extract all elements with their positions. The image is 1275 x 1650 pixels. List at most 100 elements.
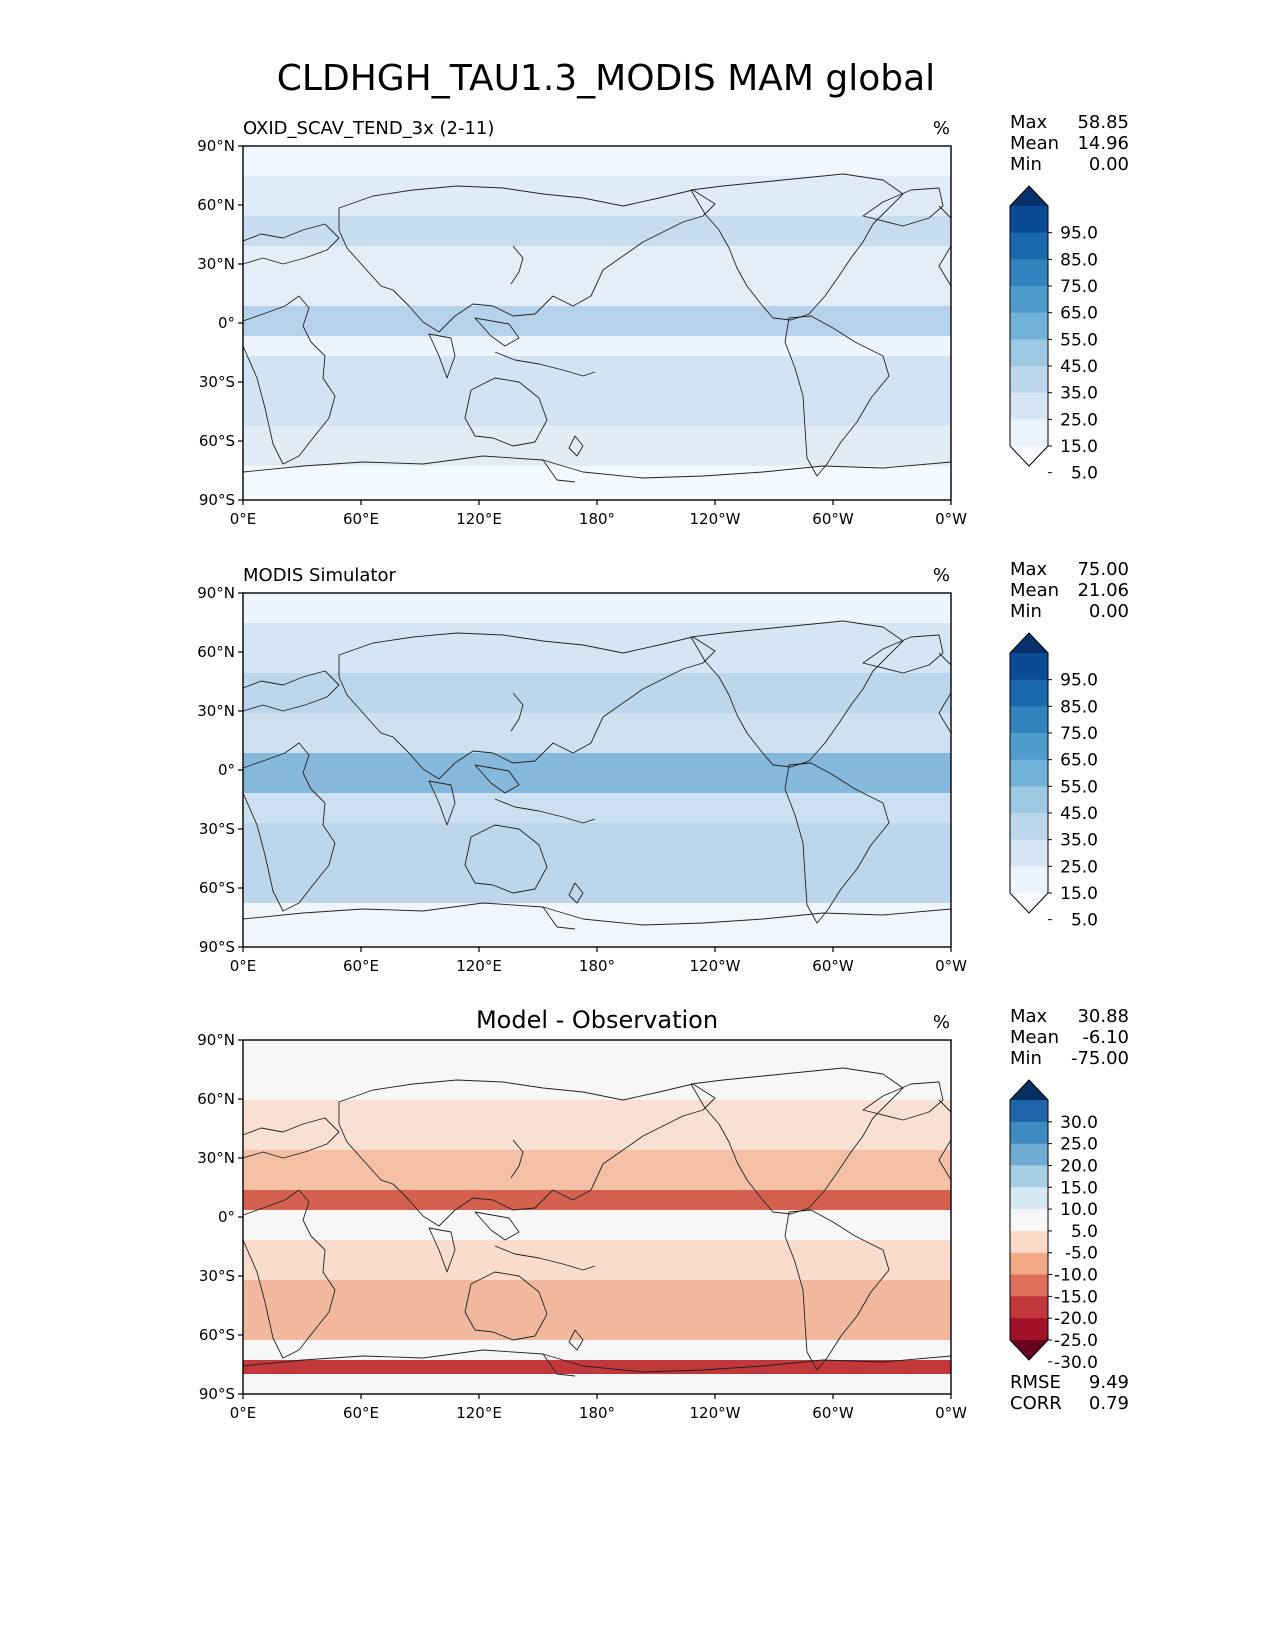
footer-stat-value: 0.79 — [1089, 1393, 1129, 1414]
lon-tick-label: 60°E — [343, 1404, 379, 1422]
stat-label: Min — [1010, 1048, 1042, 1069]
field-diff — [243, 1040, 951, 1394]
field-band — [243, 1150, 951, 1190]
colorbar-label: 95.0 — [1060, 671, 1098, 691]
stat-label: Max — [1010, 559, 1048, 580]
colorbar-label: -25.0 — [1054, 1331, 1098, 1351]
field-ref — [243, 593, 951, 947]
stat-label: Max — [1010, 1006, 1048, 1027]
lat-tick-label: 90°S — [199, 938, 235, 956]
lat-tick-label: 90°S — [199, 1385, 235, 1403]
colorbar-label: 45.0 — [1060, 804, 1098, 824]
colorbar-label: 85.0 — [1060, 250, 1098, 270]
field-band — [243, 356, 951, 426]
field-band — [243, 216, 951, 246]
panel-title: MODIS Simulator — [243, 565, 396, 586]
stat-value: 58.85 — [1077, 112, 1129, 133]
colorbar-label: 95.0 — [1060, 224, 1098, 244]
footer-stat-label: CORR — [1010, 1393, 1062, 1414]
lon-tick-label: 120°E — [456, 1404, 502, 1422]
field-band — [243, 466, 951, 500]
units-label: % — [933, 565, 950, 586]
field-band — [243, 753, 951, 793]
colorbar-label: 65.0 — [1060, 304, 1098, 324]
colorbar-extend-top — [1010, 186, 1048, 206]
lat-tick-label: 30°N — [197, 1149, 235, 1167]
colorbar-extend-bottom — [1010, 1340, 1048, 1360]
panels: OXID_SCAV_TEND_3x (2-11) % 90°N 60°N 30°N 0° 3… — [197, 112, 1129, 1422]
lon-tick-label: 120°W — [690, 510, 741, 528]
lon-tick-label: 120°W — [690, 957, 741, 975]
stat-value: 30.88 — [1077, 1006, 1129, 1027]
lon-tick-label: 180° — [579, 510, 615, 528]
lon-tick-label: 60°W — [812, 510, 854, 528]
colorbar-swatch — [1010, 786, 1048, 814]
lon-tick-label: 180° — [579, 1404, 615, 1422]
colorbar-label: 15.0 — [1060, 1178, 1098, 1198]
field-band — [243, 146, 951, 176]
colorbar-swatch — [1010, 1209, 1048, 1232]
colorbar-label: 65.0 — [1060, 751, 1098, 771]
lon-tick-label: 60°W — [812, 957, 854, 975]
field-band — [243, 713, 951, 753]
lat-tick-label: 60°N — [197, 196, 235, 214]
stat-value: 0.00 — [1089, 601, 1129, 622]
field-test — [243, 146, 951, 500]
stat-label: Min — [1010, 154, 1042, 175]
colorbar-label: -15.0 — [1054, 1287, 1098, 1307]
colorbar-label: 45.0 — [1060, 357, 1098, 377]
stat-label: Mean — [1010, 133, 1059, 154]
colorbar-label: 75.0 — [1060, 724, 1098, 744]
colorbar-swatch — [1010, 1230, 1048, 1254]
colorbar-extend-bottom — [1010, 893, 1048, 913]
colorbar-label: 35.0 — [1060, 384, 1098, 404]
field-band — [243, 246, 951, 306]
colorbar-extend-bottom — [1010, 446, 1048, 466]
colorbar-swatch — [1010, 839, 1048, 867]
stat-value: 14.96 — [1077, 133, 1129, 154]
lat-tick-label: 60°N — [197, 643, 235, 661]
lat-tick-label: 30°S — [199, 373, 235, 391]
colorbar-swatch — [1010, 312, 1048, 340]
panel-title: Model - Observation — [476, 1006, 718, 1034]
panel-ref: MODIS Simulator % 90°N 60°N 30°N 0° 30°S 60°S 90… — [197, 559, 1129, 975]
colorbar-swatch — [1010, 866, 1048, 894]
lat-tick-label: 90°N — [197, 137, 235, 155]
field-band — [243, 1190, 951, 1210]
colorbar-label: 15.0 — [1060, 884, 1098, 904]
colorbar-swatch — [1010, 679, 1048, 707]
colorbar-swatch — [1010, 1252, 1048, 1276]
colorbar-swatch — [1010, 1100, 1048, 1123]
field-band — [243, 306, 951, 336]
lat-tick-label: 0° — [218, 1208, 235, 1226]
lat-tick-label: 0° — [218, 314, 235, 332]
lon-tick-label: 0°W — [935, 510, 967, 528]
lat-tick-label: 60°S — [199, 1326, 235, 1344]
colorbar-label: 20.0 — [1060, 1156, 1098, 1176]
colorbar-label: 15.0 — [1060, 437, 1098, 457]
colorbar-swatch — [1010, 1121, 1048, 1145]
stat-value: 0.00 — [1089, 154, 1129, 175]
lon-tick-label: 120°E — [456, 510, 502, 528]
colorbar-label: 85.0 — [1060, 697, 1098, 717]
colorbar-label: 75.0 — [1060, 277, 1098, 297]
footer-stat-label: RMSE — [1010, 1372, 1061, 1393]
field-band — [243, 903, 951, 947]
colorbar-label: -30.0 — [1054, 1353, 1098, 1373]
colorbar-swatch — [1010, 1165, 1048, 1188]
lon-tick-label: 180° — [579, 957, 615, 975]
panel-test: OXID_SCAV_TEND_3x (2-11) % 90°N 60°N 30°N 0° 3… — [197, 112, 1129, 528]
lat-tick-label: 30°S — [199, 820, 235, 838]
colorbar-extend-top — [1010, 1080, 1048, 1100]
lon-tick-label: 60°E — [343, 957, 379, 975]
stat-value: -6.10 — [1082, 1027, 1129, 1048]
units-label: % — [933, 1012, 950, 1033]
field-band — [243, 673, 951, 713]
colorbar-label: -20.0 — [1054, 1309, 1098, 1329]
lat-tick-label: 60°S — [199, 879, 235, 897]
field-band — [243, 426, 951, 466]
colorbar-label: -10.0 — [1054, 1266, 1098, 1286]
colorbar-extend-top — [1010, 633, 1048, 653]
field-band — [243, 336, 951, 356]
